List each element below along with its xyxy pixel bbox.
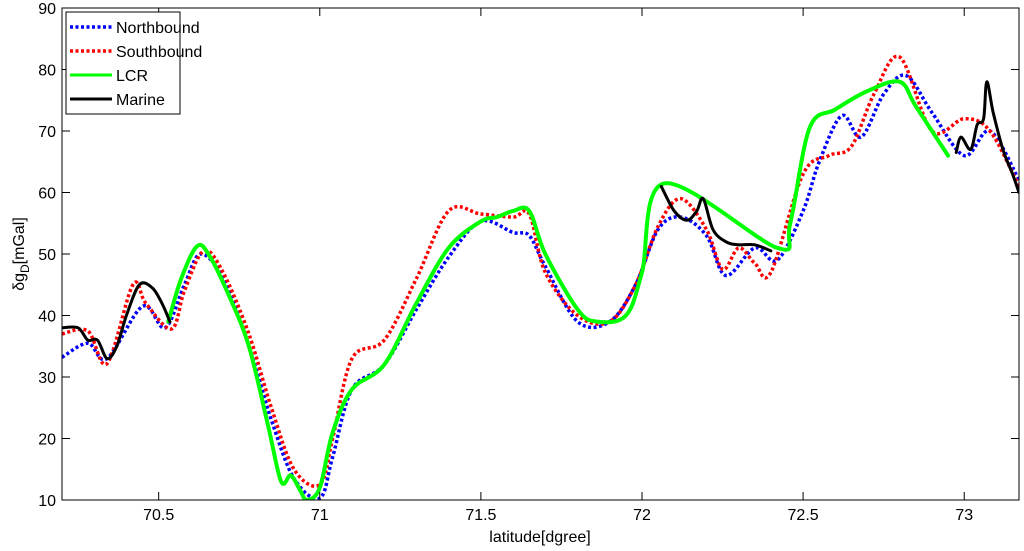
legend-box <box>65 11 181 115</box>
y-tick-label: 30 <box>38 370 56 387</box>
x-axis-label: latitude[dgree] <box>489 529 590 546</box>
series-line-southbound <box>62 54 1019 488</box>
x-tick-label: 71 <box>311 507 329 524</box>
series-line-marine-2 <box>659 184 773 253</box>
y-tick-label: 70 <box>38 124 56 141</box>
y-tick-label: 80 <box>38 63 56 80</box>
y-axis-label-unit: [mGal] <box>11 217 28 264</box>
legend: Northbound Southbound LCR Marine <box>65 11 202 115</box>
y-tick-label: 10 <box>38 493 56 510</box>
legend-label-southbound: Southbound <box>116 44 202 61</box>
x-tick-label: 72 <box>633 507 651 524</box>
x-tick-label: 71.5 <box>465 507 496 524</box>
x-tick-label: 70.5 <box>143 507 174 524</box>
legend-label-northbound: Northbound <box>116 20 200 37</box>
legend-label-marine: Marine <box>116 92 165 109</box>
y-tick-label: 90 <box>38 1 56 18</box>
plot-area <box>62 8 1019 500</box>
y-axis-label: δgD[mGal] <box>11 217 32 291</box>
y-tick-label: 50 <box>38 247 56 264</box>
y-tick-label: 60 <box>38 186 56 203</box>
series-line-lcr <box>166 79 951 500</box>
legend-label-lcr: LCR <box>116 68 148 85</box>
x-tick-label: 72.5 <box>788 507 819 524</box>
series-line-marine-1 <box>62 281 172 361</box>
y-axis-label-sub: D <box>18 264 32 273</box>
y-axis-label-main: δg <box>11 273 28 291</box>
series-line-marine-3 <box>954 80 1019 194</box>
y-tick-label: 40 <box>38 309 56 326</box>
ticks-layer: 70.5 71 71.5 72 72.5 73 10 20 30 40 50 60 70 80 90 <box>38 1 1019 524</box>
x-tick-label: 73 <box>955 507 973 524</box>
series-layer <box>62 54 1019 500</box>
y-tick-label: 20 <box>38 432 56 449</box>
